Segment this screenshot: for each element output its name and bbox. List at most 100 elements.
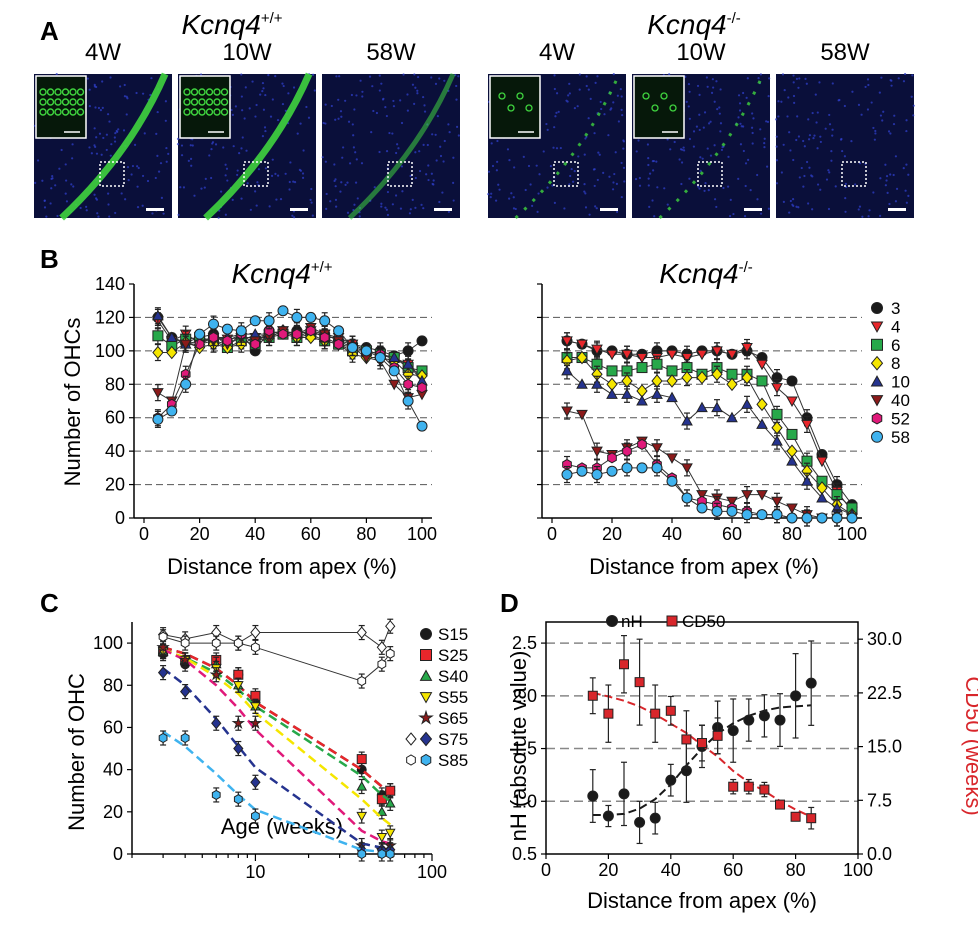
nucleus-dot <box>709 154 713 157</box>
data-point <box>771 509 783 521</box>
nucleus-dot <box>531 204 534 207</box>
nucleus-dot <box>713 144 716 147</box>
genotype-sup: -/- <box>739 259 753 276</box>
nucleus-dot <box>347 120 351 123</box>
x-tick-label: 10 <box>245 862 265 882</box>
inset-cell <box>213 88 221 96</box>
series-4 <box>561 332 858 518</box>
data-point <box>377 659 387 670</box>
nucleus-dot <box>692 130 696 133</box>
nucleus-dot <box>50 187 53 190</box>
nucleus-dot <box>767 95 770 98</box>
data-point <box>786 503 798 515</box>
data-point <box>222 335 233 347</box>
data-point <box>801 512 813 524</box>
nucleus-dot <box>496 139 499 143</box>
nucleus-dot <box>442 160 445 163</box>
data-point <box>158 732 168 744</box>
nucleus-dot <box>513 166 516 169</box>
nucleus-dot <box>251 80 254 83</box>
nucleus-dot <box>496 160 499 163</box>
nucleus-dot <box>187 159 190 162</box>
nucleus-dot <box>60 148 63 152</box>
nucleus-dot <box>879 214 882 217</box>
x-tick-label: 80 <box>356 524 376 544</box>
data-point <box>756 359 768 371</box>
nucleus-dot <box>64 163 67 166</box>
nucleus-dot <box>119 85 122 88</box>
legend-marker <box>871 412 883 425</box>
nucleus-dot <box>160 196 164 199</box>
inset-cell <box>198 88 206 96</box>
nucleus-dot <box>766 165 769 168</box>
y-tick-label-left: 0.5 <box>512 844 537 864</box>
nucleus-dot <box>819 140 822 144</box>
nucleus-dot <box>333 179 336 183</box>
nucleus-dot <box>851 90 854 93</box>
data-point <box>319 331 330 344</box>
nucleus-dot <box>775 145 778 148</box>
nucleus-dot <box>224 213 227 216</box>
panel-b-title-left: Kcnq4+/+ <box>231 258 332 289</box>
nucleus-dot <box>756 198 759 201</box>
nucleus-dot <box>912 104 915 107</box>
nucleus-dot <box>508 159 511 162</box>
nucleus-dot <box>583 153 586 156</box>
data-point <box>384 797 396 808</box>
nucleus-dot <box>878 91 881 94</box>
nucleus-dot <box>692 145 696 148</box>
nucleus-dot <box>555 111 558 114</box>
nucleus-dot <box>834 185 837 188</box>
nucleus-dot <box>313 89 316 92</box>
nucleus-dot <box>907 194 910 197</box>
tile-age-label: 58W <box>820 39 870 66</box>
data-point <box>384 828 396 839</box>
nucleus-dot <box>217 216 220 219</box>
series-S85 <box>158 730 395 862</box>
nucleus-dot <box>860 113 863 116</box>
nucleus-dot <box>827 207 831 211</box>
nucleus-dot <box>434 133 437 136</box>
nucleus-dot <box>93 193 96 196</box>
nucleus-dot <box>573 170 576 173</box>
nucleus-dot <box>827 169 830 172</box>
inset-cell <box>54 88 62 96</box>
data-point <box>666 453 678 464</box>
nucleus-dot <box>866 78 870 81</box>
data-point <box>209 667 223 681</box>
data-point <box>587 790 599 802</box>
data-point <box>726 411 738 423</box>
panel-c-axes: 0 20 40 60 80 100 10 100 <box>93 622 447 882</box>
data-point <box>402 395 414 407</box>
data-point <box>152 413 164 425</box>
nucleus-dot <box>620 108 623 111</box>
data-point <box>621 388 633 399</box>
nucleus-dot <box>101 106 104 109</box>
nucleus-dot <box>337 98 340 101</box>
nucleus-dot <box>648 205 651 208</box>
data-point <box>741 343 753 354</box>
genotype-base: Kcnq4 <box>659 258 738 289</box>
y-tick-label: 80 <box>103 675 123 695</box>
nucleus-dot <box>136 206 140 209</box>
nucleus-dot <box>385 208 388 211</box>
data-point <box>666 349 678 361</box>
data-point <box>251 810 260 822</box>
data-point <box>666 475 678 487</box>
nucleus-dot <box>593 132 596 135</box>
nucleus-dot <box>180 144 184 147</box>
nucleus-dot <box>742 149 745 153</box>
nucleus-dot <box>596 75 599 78</box>
nucleus-dot <box>508 197 511 200</box>
nucleus-dot <box>401 190 404 193</box>
roi-box <box>841 161 867 187</box>
nucleus-dot <box>159 162 163 165</box>
legend-label: 4 <box>891 317 900 336</box>
data-point <box>666 374 678 388</box>
y-tick-label-left: 2.5 <box>512 633 537 653</box>
nucleus-dot <box>825 178 829 181</box>
nucleus-dot <box>729 198 732 201</box>
nucleus-dot <box>54 184 57 187</box>
x-tick-label: 0 <box>139 524 149 544</box>
